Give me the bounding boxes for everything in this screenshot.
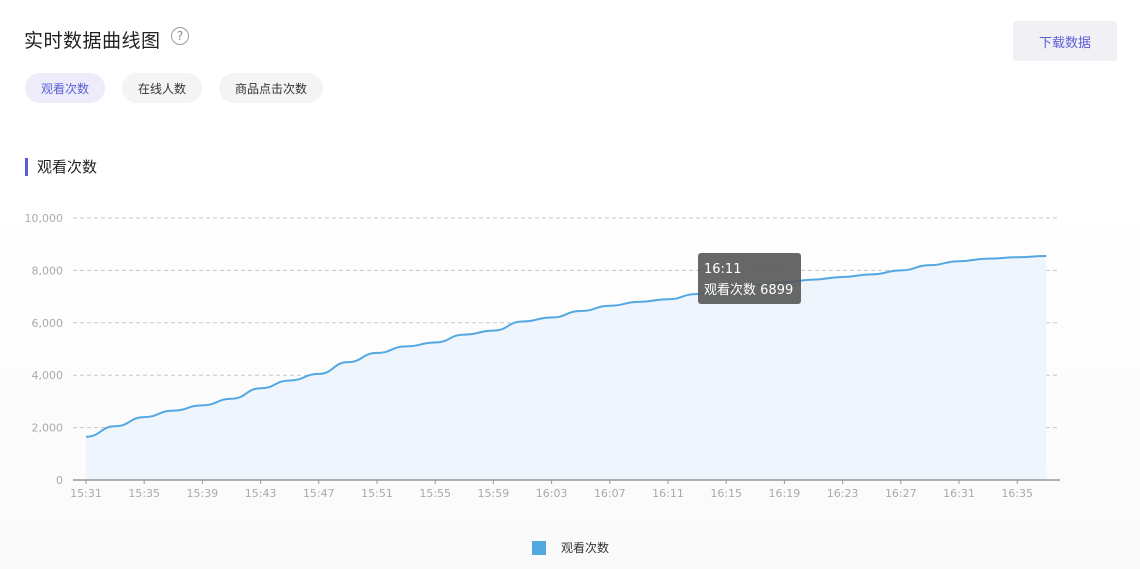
x-tick-label: 16:07 — [594, 487, 626, 500]
x-tick-label: 15:47 — [303, 487, 335, 500]
legend-swatch — [532, 540, 546, 555]
x-tick-label: 16:19 — [769, 487, 801, 500]
x-tick-label: 15:35 — [128, 487, 160, 500]
x-tick-label: 16:03 — [536, 487, 568, 500]
tooltip-value: 6899 — [760, 283, 794, 298]
page-title: 实时数据曲线图 — [24, 30, 161, 52]
tab-views[interactable]: 观看次数 — [25, 73, 106, 103]
y-tick-label: 10,000 — [25, 212, 64, 225]
y-tick-label: 0 — [56, 474, 63, 487]
x-tick-label: 16:11 — [652, 487, 684, 500]
x-tick-label: 16:15 — [710, 487, 742, 500]
tooltip-series: 观看次数 — [704, 283, 757, 298]
x-tick-label: 15:55 — [419, 487, 451, 500]
x-tick-label: 16:27 — [885, 487, 917, 500]
chart-tooltip: 16:11 观看次数 6899 — [698, 253, 801, 304]
tab-online-users[interactable]: 在线人数 — [122, 73, 203, 103]
chart-legend[interactable]: 观看次数 — [532, 539, 609, 556]
question-circle-icon[interactable]: ? — [171, 27, 189, 45]
x-tick-label: 15:39 — [187, 487, 219, 500]
tooltip-value-row: 观看次数 6899 — [704, 280, 801, 301]
y-tick-label: 4,000 — [32, 369, 64, 382]
series-area — [86, 255, 1047, 480]
download-data-button[interactable]: 下载数据 — [1013, 21, 1117, 61]
x-tick-label: 16:23 — [827, 487, 859, 500]
y-tick-label: 8,000 — [32, 264, 64, 277]
metric-tabs: 观看次数 在线人数 商品点击次数 — [25, 73, 324, 103]
legend-label: 观看次数 — [561, 541, 610, 555]
tooltip-time: 16:11 — [704, 262, 742, 277]
x-tick-label: 15:59 — [478, 487, 510, 500]
tab-product-clicks[interactable]: 商品点击次数 — [219, 73, 324, 103]
y-tick-label: 2,000 — [32, 422, 64, 435]
x-tick-label: 16:31 — [943, 487, 975, 500]
x-tick-label: 16:35 — [1001, 487, 1033, 500]
x-tick-label: 15:51 — [361, 487, 393, 500]
section-title: 观看次数 — [25, 158, 97, 176]
y-tick-label: 6,000 — [32, 317, 64, 330]
series-line[interactable] — [85, 254, 1047, 438]
x-tick-label: 15:43 — [245, 487, 277, 500]
x-tick-label: 15:31 — [70, 487, 102, 500]
